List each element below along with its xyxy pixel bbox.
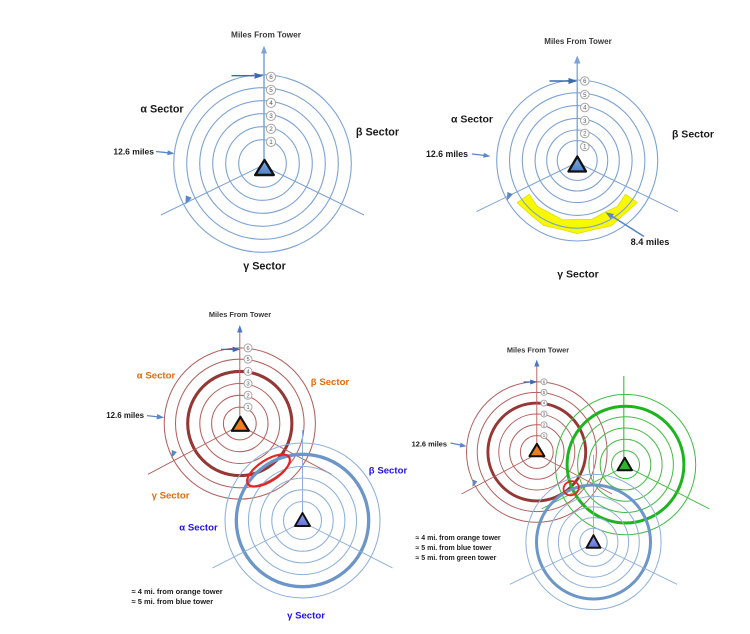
svg-text:β Sector: β Sector bbox=[356, 127, 400, 139]
svg-text:4: 4 bbox=[269, 100, 273, 107]
svg-text:1: 1 bbox=[246, 405, 249, 411]
svg-text:α Sector: α Sector bbox=[179, 523, 218, 534]
svg-text:3: 3 bbox=[543, 412, 546, 417]
svg-text:β Sector: β Sector bbox=[311, 377, 350, 388]
svg-text:6: 6 bbox=[246, 346, 249, 352]
svg-text:≈ 5 mi. from blue tower: ≈ 5 mi. from blue tower bbox=[132, 597, 214, 606]
svg-text:5: 5 bbox=[543, 390, 546, 395]
svg-text:≈ 4 mi. from orange tower: ≈ 4 mi. from orange tower bbox=[416, 535, 501, 542]
svg-text:1: 1 bbox=[543, 433, 546, 438]
svg-text:≈ 5 mi. from blue tower: ≈ 5 mi. from blue tower bbox=[416, 545, 492, 552]
svg-text:Miles From Tower: Miles From Tower bbox=[231, 30, 302, 40]
svg-text:β Sector: β Sector bbox=[369, 466, 408, 477]
svg-text:Miles From Tower: Miles From Tower bbox=[507, 346, 569, 355]
svg-text:3: 3 bbox=[246, 382, 249, 388]
svg-text:6: 6 bbox=[583, 79, 587, 85]
svg-text:2: 2 bbox=[583, 132, 587, 138]
svg-text:γ Sector: γ Sector bbox=[287, 611, 325, 622]
svg-text:α Sector: α Sector bbox=[140, 104, 184, 116]
svg-text:8.4 miles: 8.4 miles bbox=[631, 237, 670, 247]
svg-text:≈ 4 mi. from orange tower: ≈ 4 mi. from orange tower bbox=[132, 587, 223, 596]
svg-text:2: 2 bbox=[246, 393, 249, 399]
svg-text:β Sector: β Sector bbox=[672, 129, 714, 141]
svg-text:2: 2 bbox=[543, 422, 546, 427]
svg-text:3: 3 bbox=[269, 113, 273, 120]
svg-text:3: 3 bbox=[583, 119, 587, 125]
svg-text:α Sector: α Sector bbox=[137, 371, 176, 382]
svg-text:6: 6 bbox=[269, 74, 273, 81]
svg-text:4: 4 bbox=[246, 369, 249, 375]
svg-text:5: 5 bbox=[269, 87, 273, 94]
svg-text:Miles From Tower: Miles From Tower bbox=[209, 310, 271, 319]
svg-text:12.6 miles: 12.6 miles bbox=[113, 147, 154, 157]
svg-text:12.6 miles: 12.6 miles bbox=[426, 149, 468, 159]
svg-text:12.6 miles: 12.6 miles bbox=[106, 411, 144, 420]
svg-text:5: 5 bbox=[246, 357, 249, 363]
svg-text:α Sector: α Sector bbox=[451, 114, 493, 126]
svg-text:γ Sector: γ Sector bbox=[152, 491, 190, 502]
svg-text:1: 1 bbox=[269, 139, 273, 146]
svg-text:2: 2 bbox=[269, 126, 273, 133]
svg-text:≈ 5 mi. from green tower: ≈ 5 mi. from green tower bbox=[416, 555, 497, 562]
svg-text:γ Sector: γ Sector bbox=[557, 269, 598, 281]
svg-text:Miles From Tower: Miles From Tower bbox=[544, 37, 611, 46]
svg-text:12.6 miles: 12.6 miles bbox=[412, 440, 447, 449]
svg-text:4: 4 bbox=[583, 106, 587, 112]
svg-text:5: 5 bbox=[583, 93, 587, 99]
svg-text:γ Sector: γ Sector bbox=[243, 261, 286, 273]
svg-text:1: 1 bbox=[583, 145, 587, 151]
svg-text:4: 4 bbox=[543, 401, 546, 406]
svg-text:6: 6 bbox=[543, 379, 546, 384]
